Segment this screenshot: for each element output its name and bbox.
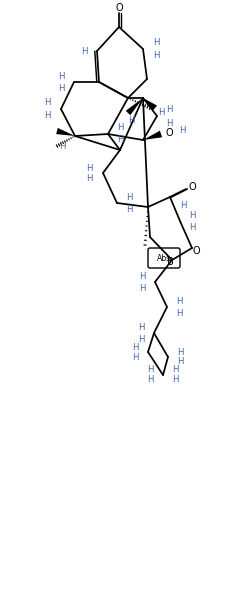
Text: H: H: [132, 343, 139, 351]
Text: H: H: [132, 352, 139, 362]
Text: H: H: [126, 192, 132, 202]
Text: H: H: [153, 50, 160, 59]
Text: H: H: [87, 173, 93, 183]
FancyBboxPatch shape: [148, 248, 180, 268]
Text: H: H: [117, 123, 124, 132]
Text: H: H: [189, 223, 195, 232]
Text: H: H: [172, 365, 179, 375]
Text: H: H: [44, 97, 51, 107]
Text: H: H: [166, 104, 172, 113]
Text: H: H: [180, 200, 186, 210]
Text: H: H: [177, 348, 183, 357]
Text: H: H: [166, 118, 172, 128]
Text: H: H: [139, 335, 145, 343]
Text: H: H: [158, 107, 165, 116]
Text: H: H: [147, 376, 154, 384]
Text: H: H: [58, 72, 65, 80]
Text: B: B: [167, 257, 173, 267]
Text: H: H: [179, 126, 186, 134]
Text: H: H: [58, 83, 65, 93]
Text: H: H: [81, 47, 88, 56]
Text: O: O: [188, 182, 196, 192]
Text: H: H: [172, 376, 179, 384]
Polygon shape: [126, 98, 143, 115]
Text: H: H: [139, 283, 146, 292]
Text: Abs: Abs: [157, 254, 171, 262]
Text: H: H: [177, 357, 183, 367]
Text: H: H: [44, 110, 51, 120]
Text: H: H: [153, 37, 160, 47]
Text: O: O: [192, 246, 200, 256]
Text: H: H: [87, 164, 93, 172]
Text: H: H: [139, 272, 146, 281]
Text: H: H: [176, 308, 183, 318]
Text: H: H: [59, 142, 66, 151]
Polygon shape: [143, 131, 162, 140]
Text: O: O: [115, 3, 123, 13]
Text: H: H: [139, 322, 145, 332]
Text: O: O: [165, 128, 173, 138]
Text: H: H: [189, 210, 195, 219]
Polygon shape: [143, 98, 157, 110]
Text: H: H: [126, 205, 132, 213]
Text: H: H: [176, 297, 183, 305]
Text: H: H: [128, 115, 135, 124]
Polygon shape: [56, 128, 75, 136]
Text: H: H: [147, 365, 154, 375]
Text: H: H: [117, 134, 124, 143]
